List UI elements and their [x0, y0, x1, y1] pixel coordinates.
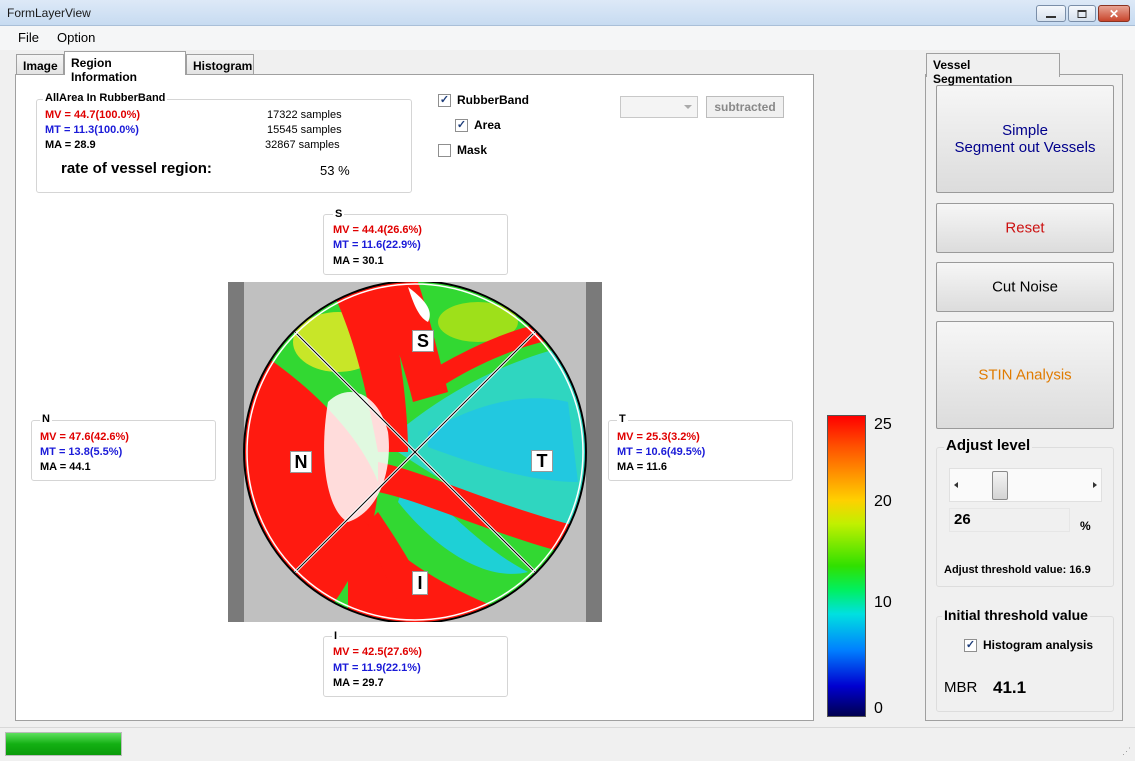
mbr-value: 41.1 [993, 678, 1027, 697]
image-label-i: I [412, 571, 428, 595]
subtracted-button[interactable]: subtracted [706, 96, 784, 118]
image-left-border [228, 282, 244, 622]
region-i-mv: MV = 42.5(27.6%) [333, 646, 422, 658]
vessel-segmentation-panel: Simple Segment out Vessels Reset Cut Noi… [925, 74, 1123, 721]
color-tick-20: 20 [874, 493, 892, 510]
segment-vessels-button[interactable]: Simple Segment out Vessels [936, 85, 1114, 193]
allarea-mt-samples: 15545 samples [267, 124, 342, 136]
slider-right-arrow-icon [1093, 482, 1097, 488]
minimize-button[interactable] [1036, 5, 1066, 22]
stin-label: STIN Analysis [978, 366, 1072, 384]
region-i-ma: MA = 29.7 [333, 677, 384, 689]
menu-file[interactable]: File [18, 30, 39, 45]
image-label-t: T [531, 450, 553, 472]
color-tick-0: 0 [874, 700, 883, 717]
allarea-mv-samples: 17322 samples [267, 109, 342, 121]
slider-left-arrow-icon [954, 482, 958, 488]
reset-button[interactable]: Reset [936, 203, 1114, 253]
allarea-ma-samples: 32867 samples [265, 139, 340, 151]
tab-region-information[interactable]: Region Information [64, 51, 186, 84]
color-scale-bar [827, 415, 866, 717]
rubberband-label: RubberBand [457, 93, 529, 107]
segment-line2: Segment out Vessels [954, 139, 1096, 156]
cut-noise-button[interactable]: Cut Noise [936, 262, 1114, 312]
progress-bar [5, 732, 122, 756]
region-n-mv: MV = 47.6(42.6%) [40, 431, 129, 443]
reset-label: Reset [1005, 219, 1045, 237]
menu-bar: File Option [0, 26, 1135, 50]
status-bar: ⋰ [0, 727, 1135, 761]
area-label: Area [474, 118, 501, 132]
region-n-ma: MA = 44.1 [40, 461, 91, 473]
image-right-border [586, 282, 602, 622]
window-title: FormLayerView [7, 6, 91, 20]
region-i-box [323, 636, 508, 697]
histogram-check-icon: ✓ [964, 638, 977, 652]
allarea-title: AllArea In RubberBand [43, 92, 168, 104]
maximize-icon [1077, 9, 1087, 18]
region-s-title: S [333, 208, 345, 220]
title-bar: FormLayerView ✕ [0, 0, 1135, 26]
region-n-title: N [40, 413, 52, 425]
color-tick-25: 25 [874, 416, 892, 433]
adjust-unit: % [1080, 519, 1091, 533]
tab-vessel-segmentation[interactable]: Vessel Segmentation [926, 53, 1060, 86]
region-i-title: I [332, 630, 340, 642]
subtract-combo[interactable] [620, 96, 698, 118]
rate-label: rate of vessel region: [61, 160, 212, 177]
color-tick-10: 10 [874, 594, 892, 611]
region-n-box [31, 420, 216, 481]
progress-fill [6, 733, 121, 755]
rate-value: 53 % [320, 163, 350, 178]
tab-histogram[interactable]: Histogram [186, 54, 254, 75]
allarea-mt: MT = 11.3(100.0%) [45, 124, 139, 136]
segment-line1: Simple [1002, 122, 1048, 139]
area-checkbox[interactable]: ✓ Area [455, 118, 501, 132]
cut-noise-label: Cut Noise [992, 278, 1058, 296]
resize-grip-icon[interactable]: ⋰ [1122, 746, 1131, 756]
close-icon: ✕ [1108, 6, 1120, 21]
mask-checkbox[interactable]: Mask [438, 143, 487, 157]
slider-thumb[interactable] [992, 471, 1009, 500]
adjust-level-input[interactable]: 26 [949, 508, 1070, 532]
region-s-mt: MT = 11.6(22.9%) [333, 239, 421, 251]
rubberband-checkbox[interactable]: ✓ RubberBand [438, 93, 529, 107]
allarea-mv: MV = 44.7(100.0%) [45, 109, 141, 121]
region-t-mv: MV = 25.3(3.2%) [617, 431, 700, 443]
region-n-mt: MT = 13.8(5.5%) [40, 446, 123, 458]
allarea-groupbox [36, 99, 412, 193]
mask-check-icon [438, 143, 451, 157]
close-button[interactable]: ✕ [1098, 5, 1130, 22]
mbr-label: MBR [944, 679, 978, 696]
adjust-threshold-text: Adjust threshold value: 16.9 [944, 564, 1091, 576]
initial-threshold-title: Initial threshold value [942, 607, 1090, 623]
tab-image[interactable]: Image [16, 54, 64, 75]
region-t-ma: MA = 11.6 [617, 461, 668, 473]
region-t-title: T [617, 413, 628, 425]
region-t-box [608, 420, 793, 481]
minimize-icon [1046, 15, 1056, 18]
adjust-slider[interactable] [949, 468, 1102, 502]
histogram-analysis-label: Histogram analysis [983, 638, 1094, 652]
histogram-analysis-checkbox[interactable]: ✓ Histogram analysis [964, 638, 1093, 652]
image-label-n: N [290, 451, 312, 473]
region-s-box [323, 214, 508, 275]
image-label-s: S [412, 330, 434, 352]
menu-option[interactable]: Option [57, 30, 96, 45]
area-check-icon: ✓ [455, 118, 468, 132]
allarea-ma: MA = 28.9 [45, 139, 96, 151]
region-i-mt: MT = 11.9(22.1%) [333, 662, 421, 674]
vessel-map-image[interactable]: S N T I [228, 282, 602, 622]
region-s-ma: MA = 30.1 [333, 255, 384, 267]
mask-label: Mask [457, 143, 488, 157]
region-s-mv: MV = 44.4(26.6%) [333, 224, 422, 236]
adjust-level-title: Adjust level [944, 437, 1033, 454]
chevron-down-icon [684, 105, 692, 109]
rubberband-check-icon: ✓ [438, 93, 451, 107]
maximize-button[interactable] [1068, 5, 1096, 22]
region-information-panel: AllArea In RubberBand MV = 44.7(100.0%) … [15, 74, 814, 721]
stin-analysis-button[interactable]: STIN Analysis [936, 321, 1114, 429]
region-t-mt: MT = 10.6(49.5%) [617, 446, 706, 458]
